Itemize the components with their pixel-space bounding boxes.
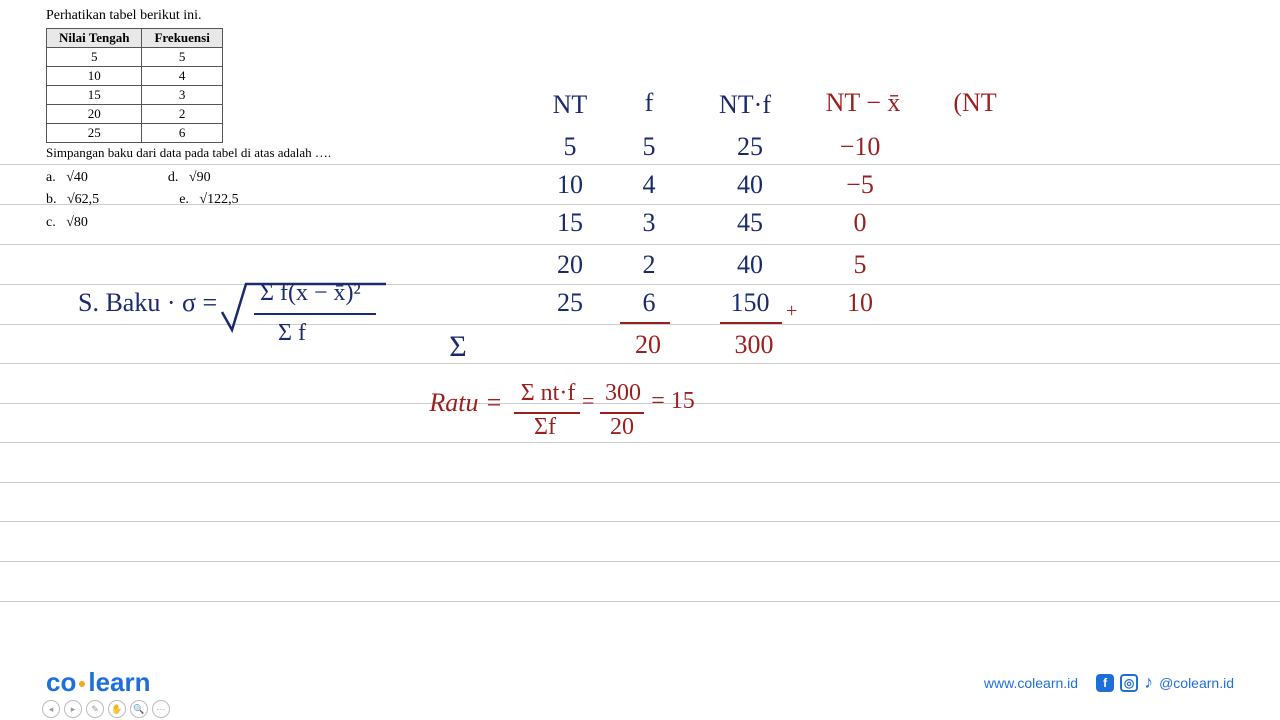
hw-cell: 6 [624, 288, 674, 318]
hw-cell: −5 [820, 170, 900, 200]
sum-line [620, 322, 670, 324]
table-cell: 20 [47, 105, 142, 124]
plus-sign: + [786, 300, 797, 323]
hw-cell: 10 [540, 170, 600, 200]
col-header-nt: Nilai Tengah [47, 29, 142, 48]
table-cell: 6 [142, 124, 222, 143]
footer: colearn www.colearn.id f ◎ ♪ @colearn.id [0, 667, 1280, 698]
table-cell: 3 [142, 86, 222, 105]
hw-cell: 40 [710, 250, 790, 280]
option-b: b. √62,5 [46, 189, 99, 211]
hw-cell: 25 [540, 288, 600, 318]
hw-cell: 4 [624, 170, 674, 200]
play-icon[interactable]: ▸ [64, 700, 82, 718]
mean-result: = 15 [648, 388, 698, 415]
hw-cell: 5 [624, 132, 674, 162]
sum-ntf: 300 [714, 330, 794, 360]
hw-cell: 40 [710, 170, 790, 200]
table-cell: 10 [47, 67, 142, 86]
hw-header-ntf: NT·f [700, 90, 790, 120]
prev-icon[interactable]: ◂ [42, 700, 60, 718]
mean-label: Ratu = [426, 388, 506, 418]
footer-url: www.colearn.id [984, 675, 1078, 691]
hw-cell: 25 [710, 132, 790, 162]
edit-icon[interactable]: ✎ [86, 700, 104, 718]
formula-denominator: Σ f [278, 320, 306, 347]
option-c: c. √80 [46, 212, 88, 234]
hand-icon[interactable]: ✋ [108, 700, 126, 718]
logo-dot-icon [79, 681, 85, 687]
option-d: d. √90 [168, 167, 211, 189]
hw-header-ntx: NT − x̄ [808, 88, 918, 118]
hw-cell: 45 [710, 208, 790, 238]
hw-cell: 3 [624, 208, 674, 238]
table-cell: 2 [142, 105, 222, 124]
footer-right: www.colearn.id f ◎ ♪ @colearn.id [984, 672, 1234, 693]
col-header-f: Frekuensi [142, 29, 222, 48]
mean-val-den: 20 [602, 414, 642, 441]
sum-line [720, 322, 782, 324]
hw-header-f: f [624, 88, 674, 118]
hw-cell: 2 [624, 250, 674, 280]
tiktok-icon: ♪ [1144, 672, 1153, 693]
hw-cell: 15 [540, 208, 600, 238]
logo-learn: learn [88, 667, 150, 697]
hw-cell: 10 [820, 288, 900, 318]
hw-cell: −10 [820, 132, 900, 162]
hw-cell: 5 [540, 132, 600, 162]
instagram-icon: ◎ [1120, 674, 1138, 692]
hw-header-cnt: (NT [930, 88, 1020, 118]
formula-label: S. Baku · σ = [78, 288, 217, 318]
facebook-icon: f [1096, 674, 1114, 692]
logo: colearn [46, 667, 151, 698]
hw-cell: 0 [820, 208, 900, 238]
question-text: Simpangan baku dari data pada tabel di a… [46, 145, 331, 161]
hw-cell: 20 [540, 250, 600, 280]
footer-handle: @colearn.id [1159, 675, 1234, 691]
data-table: Nilai Tengah Frekuensi 55 104 153 202 25… [46, 28, 223, 143]
formula-numerator: Σ f(x − x̄)² [260, 280, 361, 307]
sigma-label: Σ [438, 330, 478, 364]
table-cell: 4 [142, 67, 222, 86]
options: a. √40 d. √90 b. √62,5 e. √122,5 c. √80 [46, 167, 331, 234]
hw-cell: 150 [710, 288, 790, 318]
hw-header-nt: NT [540, 90, 600, 120]
table-cell: 5 [47, 48, 142, 67]
option-e: e. √122,5 [179, 189, 238, 211]
logo-co: co [46, 667, 76, 697]
table-cell: 15 [47, 86, 142, 105]
problem-block: Perhatikan tabel berikut ini. Nilai Teng… [46, 8, 331, 234]
option-a: a. √40 [46, 167, 88, 189]
equals: = [582, 388, 594, 414]
sum-f: 20 [618, 330, 678, 360]
playback-controls: ◂ ▸ ✎ ✋ 🔍 ⋯ [42, 700, 170, 718]
table-cell: 25 [47, 124, 142, 143]
social-icons: f ◎ ♪ @colearn.id [1096, 672, 1234, 693]
mean-val-num: 300 [598, 380, 648, 407]
table-cell: 5 [142, 48, 222, 67]
mean-den: Σf [520, 414, 570, 441]
hw-cell: 5 [820, 250, 900, 280]
more-icon[interactable]: ⋯ [152, 700, 170, 718]
zoom-icon[interactable]: 🔍 [130, 700, 148, 718]
mean-num: Σ nt·f [508, 380, 588, 407]
problem-title: Perhatikan tabel berikut ini. [46, 8, 331, 24]
